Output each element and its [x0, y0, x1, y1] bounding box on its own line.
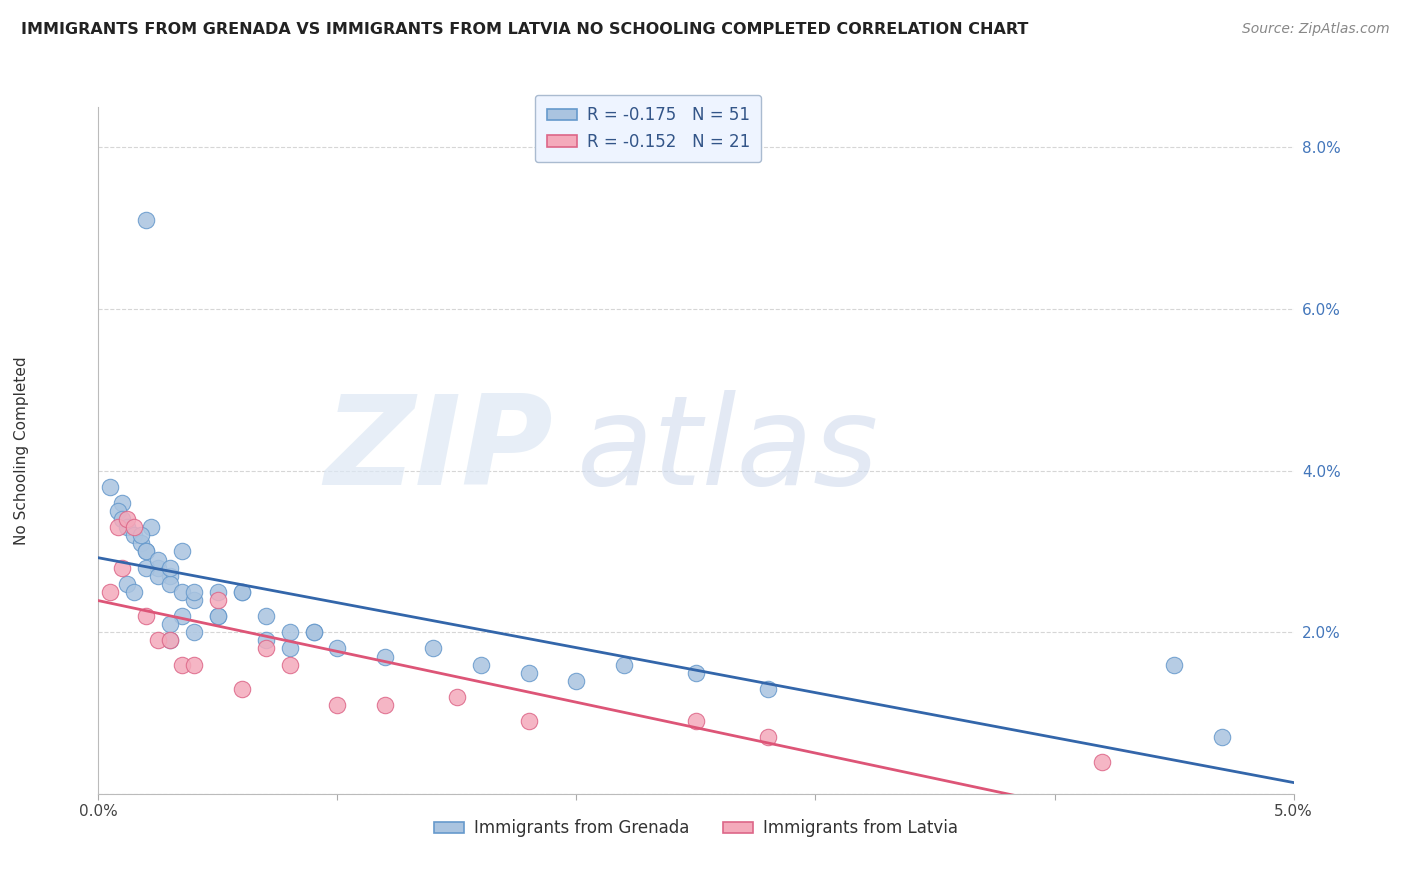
Text: ZIP: ZIP	[323, 390, 553, 511]
Point	[172, 544, 194, 558]
Point	[756, 731, 779, 745]
Text: atlas: atlas	[576, 390, 879, 511]
Point	[231, 585, 253, 599]
Point	[124, 528, 146, 542]
Point	[1211, 731, 1233, 745]
Point	[111, 496, 134, 510]
Point	[326, 698, 349, 712]
Point	[446, 690, 468, 704]
Point	[159, 617, 181, 632]
Point	[159, 633, 181, 648]
Point	[172, 585, 194, 599]
Point	[517, 665, 540, 680]
Point	[207, 593, 229, 607]
Point	[148, 568, 170, 582]
Text: Source: ZipAtlas.com: Source: ZipAtlas.com	[1241, 22, 1389, 37]
Point	[107, 520, 129, 534]
Point	[207, 609, 229, 624]
Point	[302, 625, 325, 640]
Point	[207, 609, 229, 624]
Point	[159, 560, 181, 574]
Y-axis label: No Schooling Completed: No Schooling Completed	[14, 356, 30, 545]
Point	[685, 714, 707, 728]
Point	[148, 633, 170, 648]
Point	[470, 657, 492, 672]
Point	[183, 657, 205, 672]
Point	[172, 657, 194, 672]
Point	[422, 641, 444, 656]
Point	[159, 633, 181, 648]
Point	[613, 657, 636, 672]
Point	[148, 552, 170, 566]
Point	[124, 520, 146, 534]
Point	[254, 641, 277, 656]
Point	[111, 560, 134, 574]
Point	[231, 585, 253, 599]
Point	[374, 698, 396, 712]
Point	[565, 673, 588, 688]
Point	[131, 528, 153, 542]
Point	[517, 714, 540, 728]
Point	[207, 585, 229, 599]
Point	[278, 641, 301, 656]
Point	[98, 480, 122, 494]
Point	[172, 609, 194, 624]
Point	[685, 665, 707, 680]
Point	[183, 625, 205, 640]
Point	[131, 536, 153, 550]
Point	[148, 560, 170, 574]
Point	[159, 568, 181, 582]
Point	[135, 560, 157, 574]
Point	[254, 633, 277, 648]
Point	[135, 609, 157, 624]
Point	[1091, 755, 1114, 769]
Point	[107, 504, 129, 518]
Point	[159, 576, 181, 591]
Point	[111, 512, 134, 526]
Point	[98, 585, 122, 599]
Point	[135, 213, 157, 227]
Point	[756, 681, 779, 696]
Point	[183, 585, 205, 599]
Point	[183, 593, 205, 607]
Point	[374, 649, 396, 664]
Point	[115, 576, 138, 591]
Point	[278, 657, 301, 672]
Point	[302, 625, 325, 640]
Point	[1163, 657, 1185, 672]
Point	[254, 609, 277, 624]
Point	[231, 681, 253, 696]
Point	[135, 544, 157, 558]
Text: IMMIGRANTS FROM GRENADA VS IMMIGRANTS FROM LATVIA NO SCHOOLING COMPLETED CORRELA: IMMIGRANTS FROM GRENADA VS IMMIGRANTS FR…	[21, 22, 1028, 37]
Point	[139, 520, 162, 534]
Legend: Immigrants from Grenada, Immigrants from Latvia: Immigrants from Grenada, Immigrants from…	[427, 813, 965, 844]
Point	[115, 512, 138, 526]
Point	[115, 520, 138, 534]
Point	[278, 625, 301, 640]
Point	[124, 585, 146, 599]
Point	[135, 544, 157, 558]
Point	[326, 641, 349, 656]
